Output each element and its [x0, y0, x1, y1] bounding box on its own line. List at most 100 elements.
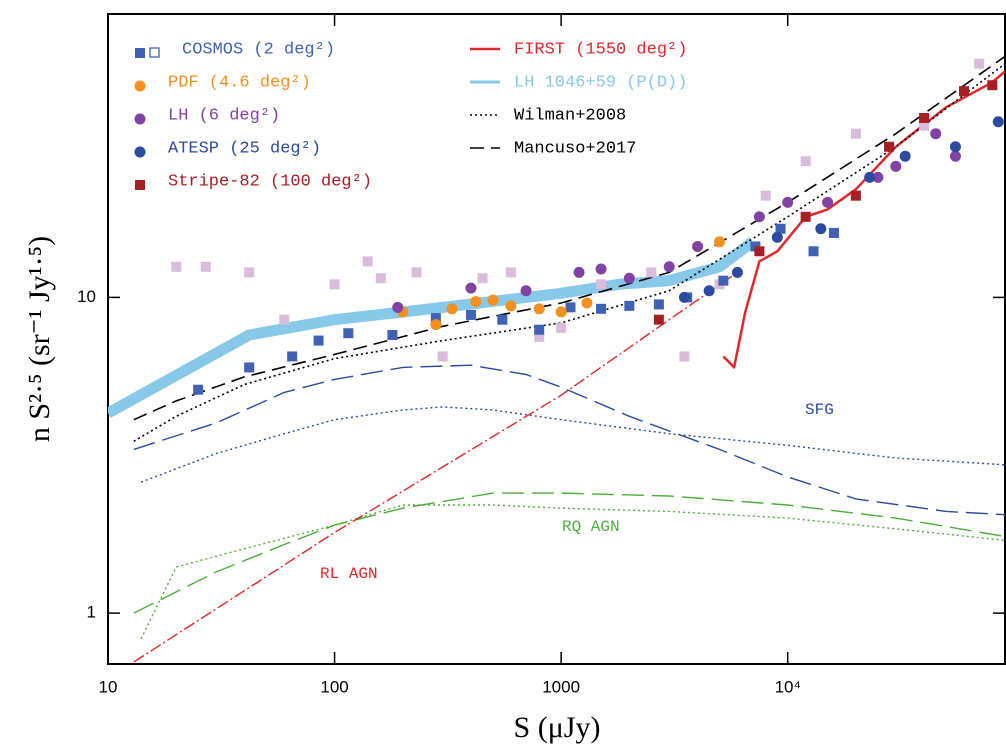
data-point — [200, 261, 211, 272]
legend-swatch — [134, 80, 146, 92]
data-point — [919, 120, 930, 131]
data-point — [822, 196, 834, 208]
x-tick-label: 10 — [99, 677, 118, 696]
data-point — [437, 351, 448, 362]
data-point — [815, 223, 827, 235]
data-point — [679, 351, 690, 362]
data-point — [850, 128, 861, 139]
data-point — [362, 256, 373, 267]
data-point — [864, 171, 876, 183]
data-point — [692, 240, 704, 252]
data-point — [930, 128, 942, 140]
data-point — [505, 267, 516, 278]
data-point — [244, 267, 255, 278]
data-point — [872, 171, 884, 183]
series-line — [140, 406, 1005, 483]
data-point — [646, 267, 657, 278]
data-point — [959, 86, 970, 97]
legend-label: Stripe-82 (100 deg²) — [168, 172, 372, 191]
data-point — [754, 246, 765, 257]
x-tick-label: 100 — [320, 677, 348, 696]
legend-swatch — [135, 48, 145, 58]
data-point — [703, 285, 715, 297]
legend-swatch — [134, 146, 146, 158]
data-point — [477, 273, 488, 284]
legend-label: LH 1046+59 (P(D)) — [514, 73, 687, 92]
data-point — [899, 150, 911, 162]
data-point — [782, 196, 794, 208]
data-point — [949, 150, 961, 162]
data-point — [653, 299, 664, 310]
series-line — [722, 70, 1005, 369]
data-point — [573, 266, 585, 278]
series-line — [133, 492, 1005, 614]
x-tick-label: 10⁴ — [775, 677, 801, 696]
data-point — [244, 362, 255, 373]
series-layer — [108, 55, 1005, 663]
data-point — [287, 351, 298, 362]
data-point — [624, 300, 635, 311]
data-point — [505, 300, 517, 312]
data-point — [731, 266, 743, 278]
data-point — [279, 314, 290, 325]
data-point — [596, 279, 607, 290]
data-point — [581, 297, 593, 309]
data-point — [775, 223, 786, 234]
data-point — [718, 275, 729, 286]
data-point — [470, 296, 482, 308]
data-point — [387, 330, 398, 341]
data-point — [193, 384, 204, 395]
legend-swatch — [134, 113, 146, 125]
y-tick-label: 1 — [87, 603, 96, 622]
data-point — [800, 211, 811, 222]
data-point — [919, 113, 930, 124]
data-point — [623, 272, 635, 284]
data-point — [850, 190, 861, 201]
data-point — [949, 141, 961, 153]
data-point — [430, 319, 442, 331]
legend-label: COSMOS (2 deg²) — [182, 40, 335, 59]
annotation: RQ AGN — [562, 518, 620, 536]
data-point — [808, 246, 819, 257]
legend-label: Mancuso+2017 — [514, 139, 636, 158]
data-point — [714, 236, 726, 248]
legend-label: Wilman+2008 — [514, 106, 626, 125]
data-point — [465, 309, 476, 320]
data-point — [534, 324, 545, 335]
plot-frame — [107, 13, 1006, 665]
data-point — [760, 190, 771, 201]
data-point — [343, 328, 354, 339]
x-tick-label: 1000 — [542, 677, 580, 696]
data-point — [556, 322, 567, 333]
annotation: SFG — [805, 401, 834, 419]
y-tick-label: 10 — [77, 287, 96, 306]
data-point — [596, 303, 607, 314]
data-point — [678, 291, 690, 303]
data-point — [663, 261, 675, 273]
data-point — [446, 303, 458, 315]
plot-area — [108, 55, 1005, 663]
data-point — [890, 160, 902, 172]
data-point — [487, 294, 499, 306]
data-point — [800, 156, 811, 167]
data-point — [171, 261, 182, 272]
series-line — [133, 364, 1005, 516]
data-point — [411, 267, 422, 278]
series-line — [133, 63, 1005, 442]
y-axis-title: n S²·⁵ (sr⁻¹ Jy¹·⁵) — [23, 236, 56, 442]
data-point — [884, 141, 895, 152]
annotation: RL AGN — [320, 565, 378, 583]
legend-swatch — [149, 47, 160, 58]
legend-label: PDF (4.6 deg²) — [168, 73, 311, 92]
legend-label: LH (6 deg²) — [168, 106, 280, 125]
data-point — [497, 314, 508, 325]
data-point — [992, 116, 1004, 128]
data-point — [595, 263, 607, 275]
series-line — [108, 237, 756, 418]
series-line — [133, 55, 1005, 421]
data-point — [313, 335, 324, 346]
data-point — [653, 314, 664, 325]
data-point — [520, 285, 532, 297]
legend-swatch — [135, 180, 145, 190]
